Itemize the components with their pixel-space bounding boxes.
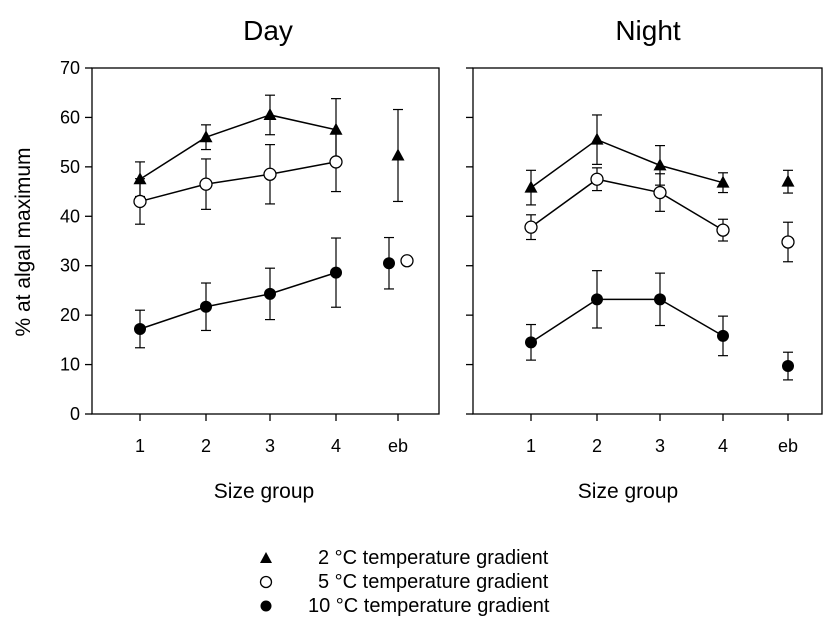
- night-panel: Night 1 2 3 4 eb Size group: [466, 15, 823, 503]
- x-tick-label: 4: [718, 436, 728, 456]
- data-point-filled-circle: [330, 266, 342, 279]
- series-line: [139, 161, 337, 203]
- legend-label: 2 °C temperature gradient: [318, 547, 549, 569]
- x-tick-label: 4: [331, 436, 341, 456]
- y-tick-label: 10: [60, 355, 80, 375]
- y-tick-label: 40: [60, 206, 80, 226]
- data-point-open-circle: [716, 223, 730, 237]
- night-axis: 1 2 3 4 eb: [466, 67, 798, 456]
- legend-item: 5 °C temperature gradient: [258, 570, 718, 594]
- x-tick-label: eb: [778, 436, 798, 456]
- legend-label: 5 °C temperature gradient: [318, 571, 549, 593]
- day-x-axis-label: Size group: [214, 480, 314, 503]
- data-point-triangle: [263, 107, 277, 120]
- data-point-triangle: [653, 158, 667, 171]
- night-marks: [524, 114, 795, 381]
- data-point-filled-circle: [525, 336, 537, 349]
- data-point-open-circle: [199, 177, 213, 191]
- x-tick-label: eb: [388, 436, 408, 456]
- x-tick-label: 2: [592, 436, 602, 456]
- day-panel: Day % at algal maximum 0 10 20 30 40 50 60 70 1 2…: [12, 15, 440, 503]
- day-axis: 0 10 20 30 40 50 60 70 1 2 3 4 eb: [60, 58, 408, 456]
- data-point-triangle: [524, 180, 538, 193]
- data-point-filled-circle: [264, 287, 276, 300]
- data-point-triangle: [590, 132, 604, 145]
- data-point-open-circle: [781, 235, 795, 249]
- data-point-filled-circle: [654, 293, 666, 306]
- y-tick-label: 70: [60, 58, 80, 78]
- data-point-filled-circle: [717, 329, 729, 342]
- day-plot-frame: [91, 67, 440, 415]
- y-tick-label: 50: [60, 157, 80, 177]
- legend-item: 10 °C temperature gradient: [258, 594, 718, 618]
- series-line: [139, 271, 337, 330]
- filled-circle-marker-icon: [260, 600, 272, 612]
- legend: 2 °C temperature gradient 5 °C temperatu…: [258, 546, 718, 618]
- data-point-open-circle: [524, 220, 538, 234]
- day-panel-title: Day: [243, 15, 293, 46]
- x-tick-label: 1: [135, 436, 145, 456]
- series-line: [530, 178, 724, 231]
- legend-label: 10 °C temperature gradient: [308, 595, 550, 617]
- x-tick-label: 2: [201, 436, 211, 456]
- series-line: [530, 138, 724, 189]
- x-tick-label: 3: [265, 436, 275, 456]
- y-tick-label: 60: [60, 107, 80, 127]
- y-tick-label: 0: [70, 404, 80, 424]
- open-circle-marker-icon: [259, 575, 273, 589]
- data-point-open-circle: [329, 155, 343, 169]
- data-point-filled-circle: [383, 257, 395, 270]
- data-point-triangle: [781, 174, 795, 187]
- data-point-filled-circle: [200, 300, 212, 313]
- y-tick-label: 30: [60, 256, 80, 276]
- data-point-filled-circle: [134, 322, 146, 335]
- series-line: [139, 114, 337, 180]
- series-line: [530, 298, 724, 343]
- night-panel-title: Night: [615, 15, 681, 46]
- data-point-open-circle: [400, 254, 414, 268]
- data-point-open-circle: [590, 172, 604, 186]
- night-plot-frame: [472, 67, 823, 415]
- legend-item: 2 °C temperature gradient: [258, 546, 718, 570]
- y-axis-label: % at algal maximum: [12, 147, 35, 336]
- day-marks: [133, 94, 414, 349]
- data-point-filled-circle: [782, 360, 794, 373]
- triangle-marker-icon: [260, 552, 272, 563]
- data-point-triangle: [199, 130, 213, 143]
- data-point-open-circle: [263, 167, 277, 181]
- night-x-axis-label: Size group: [578, 480, 678, 503]
- x-tick-label: 1: [526, 436, 536, 456]
- data-point-triangle: [391, 148, 405, 161]
- x-tick-label: 3: [655, 436, 665, 456]
- data-point-open-circle: [133, 194, 147, 209]
- y-tick-label: 20: [60, 305, 80, 325]
- data-point-filled-circle: [591, 293, 603, 306]
- data-point-open-circle: [653, 185, 667, 200]
- data-point-triangle: [716, 175, 730, 188]
